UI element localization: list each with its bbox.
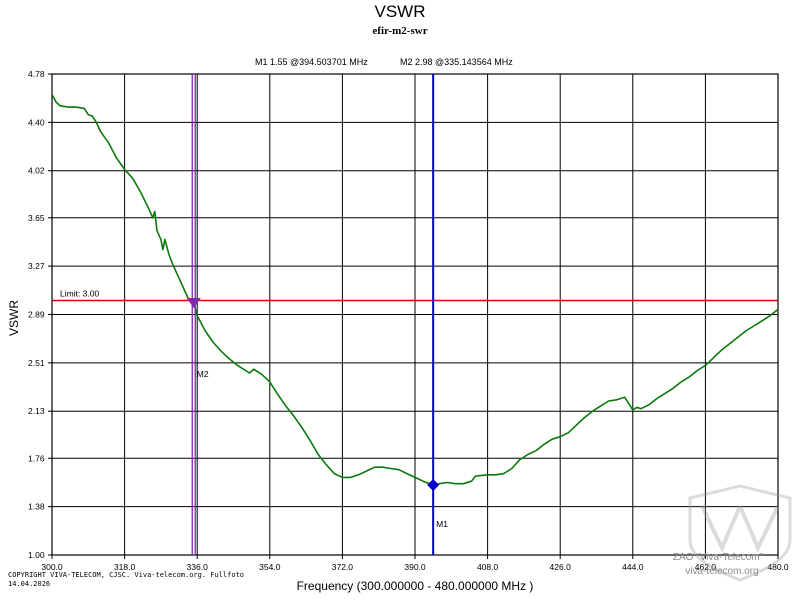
y-tick-label: 2.89 — [28, 310, 45, 320]
x-tick-label: 408.0 — [477, 562, 499, 572]
markers-group: M1 M2 — [186, 74, 448, 555]
watermark-line-1: ZAO "Viva-Telecom" — [673, 552, 764, 563]
limit-label: Limit: 3.00 — [60, 289, 99, 299]
marker-m2-label: M2 — [197, 369, 209, 379]
copyright-line-2: 14.04.2026 — [8, 580, 50, 588]
y-tick-label: 4.78 — [28, 69, 45, 79]
y-tick-label: 2.13 — [28, 406, 45, 416]
x-tick-label: 390.0 — [404, 562, 426, 572]
y-tick-label: 1.76 — [28, 453, 45, 463]
x-axis-ticks: 300.0 318.0 336.0 354.0 372.0 390.0 408.0 426.0… — [41, 555, 789, 572]
x-axis-label: Frequency (300.000000 - 480.000000 MHz ) — [297, 579, 534, 593]
chart-subtitle: efir-m2-swr — [372, 25, 427, 37]
x-tick-label: 318.0 — [114, 562, 136, 572]
y-tick-label: 3.65 — [28, 213, 45, 223]
y-tick-label: 3.27 — [28, 261, 45, 271]
x-tick-label: 480.0 — [767, 562, 789, 572]
x-tick-label: 444.0 — [622, 562, 644, 572]
plot-grid — [51, 73, 779, 556]
m1-readout: M1 1.55 @394.503701 MHz — [255, 57, 368, 67]
watermark-line-2: viva-telecom.org — [685, 566, 758, 577]
x-tick-label: 354.0 — [259, 562, 281, 572]
y-axis-label: VSWR — [7, 300, 21, 336]
x-tick-label: 372.0 — [332, 562, 354, 572]
marker-m2-point — [186, 298, 201, 309]
watermark-shield-icon — [688, 484, 792, 582]
x-tick-label: 336.0 — [187, 562, 209, 572]
series-line-vswr — [51, 94, 779, 486]
limit-line-group: Limit: 3.00 — [52, 289, 778, 302]
marker-readouts: M1 1.55 @394.503701 MHz M2 2.98 @335.143… — [255, 57, 513, 67]
m2-readout: M2 2.98 @335.143564 MHz — [400, 57, 513, 67]
y-tick-label: 4.40 — [28, 117, 45, 127]
x-tick-label: 426.0 — [550, 562, 572, 572]
chart-title: VSWR — [375, 2, 426, 21]
y-tick-label: 1.38 — [28, 502, 45, 512]
x-tick-label: 462.0 — [695, 562, 717, 572]
copyright-line-1: COPYRIGHT VIVA-TELECOM, CJSC. Viva-telec… — [8, 571, 244, 579]
marker-m1-label: M1 — [436, 519, 448, 529]
y-tick-label: 2.51 — [28, 358, 45, 368]
marker-m1-point — [427, 479, 440, 492]
x-tick-label: 300.0 — [41, 562, 63, 572]
y-tick-label: 1.00 — [28, 550, 45, 560]
y-tick-label: 4.02 — [28, 166, 45, 176]
y-axis-ticks: 1.00 1.38 1.76 2.13 2.51 2.89 3.27 3.65 4.02 4.40… — [28, 69, 52, 560]
vswr-series-group — [51, 94, 779, 486]
watermark: ZAO "Viva-Telecom" viva-telecom.org — [673, 484, 792, 582]
